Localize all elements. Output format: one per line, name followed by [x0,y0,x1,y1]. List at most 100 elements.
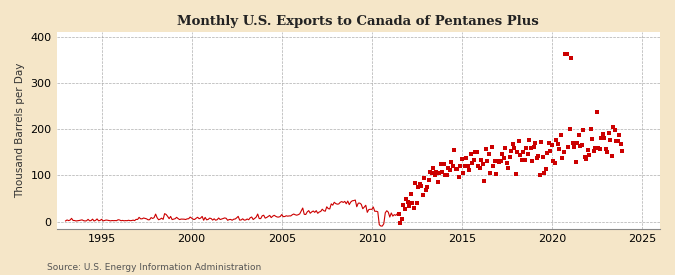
Point [518,150,529,154]
Point [394,212,404,216]
Point [531,156,542,160]
Point [560,52,571,57]
Point [419,176,430,180]
Point [485,170,495,175]
Point [526,146,537,151]
Point [572,140,583,145]
Point [461,156,472,160]
Point [537,155,548,160]
Point [575,144,586,148]
Point [483,151,494,156]
Point [489,159,500,163]
Point [570,160,581,164]
Point [558,150,569,154]
Point [407,200,418,205]
Point [435,161,446,166]
Point [493,159,504,163]
Point [595,147,605,151]
Point [549,161,560,165]
Point [509,146,520,150]
Point [556,133,566,137]
Point [541,167,551,171]
Point [524,138,535,142]
Point [477,161,488,166]
Point [599,136,610,140]
Point [460,164,470,168]
Point [491,172,502,176]
Point [462,164,473,168]
Point [468,158,479,162]
Point [583,148,593,152]
Title: Monthly U.S. Exports to Canada of Pentanes Plus: Monthly U.S. Exports to Canada of Pentan… [178,15,539,28]
Point [398,203,408,207]
Point [448,164,458,168]
Point [578,128,589,132]
Point [521,145,532,150]
Point [431,170,441,174]
Point [412,201,423,206]
Point [410,181,421,185]
Point [422,185,433,189]
Point [593,145,604,150]
Point [467,161,478,165]
Point [444,168,455,172]
Point [514,139,524,143]
Point [557,155,568,160]
Point [449,147,460,152]
Point [536,140,547,145]
Point [520,158,531,162]
Point [429,173,440,177]
Point [542,151,553,155]
Point [543,140,554,145]
Point [502,160,512,165]
Point [413,185,424,189]
Point [414,182,425,186]
Point [608,125,619,129]
Point [443,166,454,170]
Point [529,145,539,149]
Point [446,160,457,164]
Point [589,149,599,153]
Point [452,167,463,171]
Point [616,142,626,147]
Point [508,142,518,146]
Y-axis label: Thousand Barrels per Day: Thousand Barrels per Day [15,63,25,198]
Point [580,154,591,159]
Point [455,164,466,168]
Point [464,168,475,172]
Point [497,152,508,156]
Point [539,170,550,175]
Point [479,179,490,183]
Point [597,132,608,136]
Point [610,128,620,133]
Point [406,192,416,196]
Point [581,156,592,161]
Point [471,149,482,154]
Point [495,159,506,163]
Point [617,148,628,153]
Point [425,170,436,174]
Text: Source: U.S. Energy Information Administration: Source: U.S. Energy Information Administ… [47,263,261,272]
Point [450,167,461,171]
Point [607,153,618,158]
Point [500,146,511,150]
Point [404,204,414,208]
Point [569,145,580,150]
Point [476,157,487,162]
Point [566,56,577,60]
Point [498,156,509,160]
Point [473,164,484,169]
Point [591,110,602,115]
Point [548,158,559,163]
Point [601,147,612,152]
Point [433,180,443,184]
Point [605,138,616,142]
Point [434,171,445,175]
Point [613,138,624,143]
Point [510,172,521,176]
Point [535,173,545,178]
Point [458,171,468,175]
Point [440,172,451,177]
Point [437,170,448,175]
Point [574,133,585,138]
